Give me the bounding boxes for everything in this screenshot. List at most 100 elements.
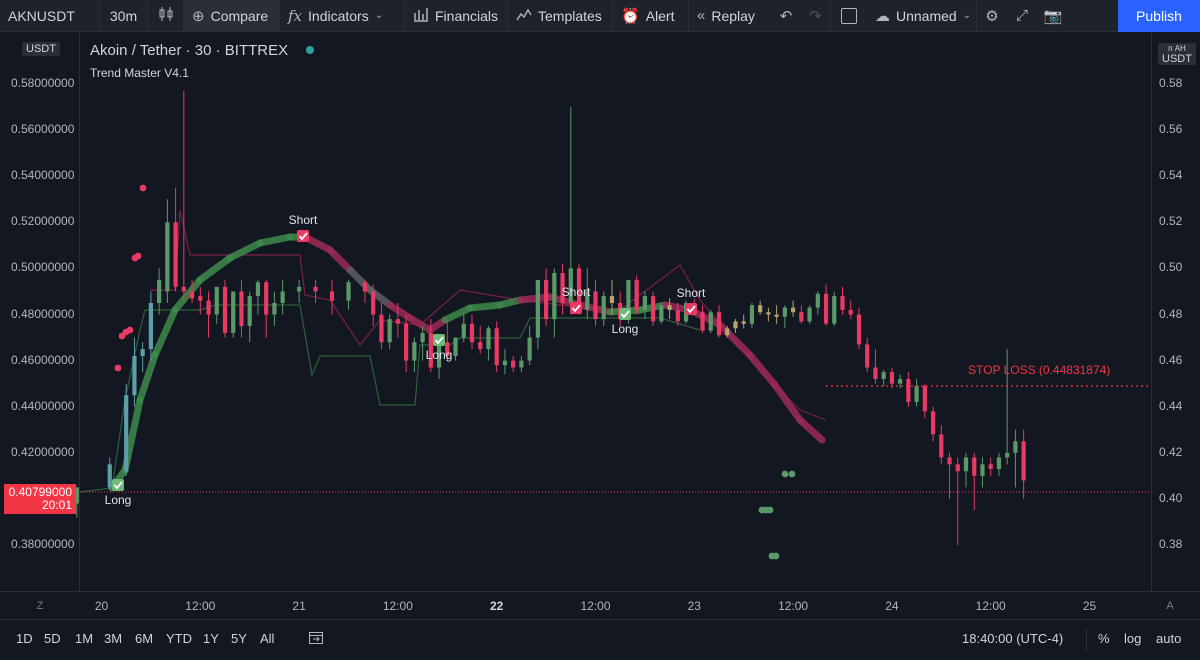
date-range-button[interactable]: [308, 630, 324, 649]
auto-scale-toggle[interactable]: auto: [1156, 631, 1182, 646]
candle-body: [519, 360, 524, 368]
right-price-axis[interactable]: ᴨ AH USDT 0.58 0.56 0.54 0.52 0.50 0.48 0.46 0.…: [1151, 33, 1200, 591]
candle-body: [297, 286, 302, 292]
left-axis-label: 0.46000000: [11, 352, 75, 367]
range-button-5d[interactable]: 5D: [44, 631, 61, 646]
candle-body: [922, 385, 927, 412]
range-button-all[interactable]: All: [260, 631, 275, 646]
right-axis-label: 0.52: [1159, 214, 1183, 229]
range-button-5y[interactable]: 5Y: [231, 631, 247, 646]
indicator-legend[interactable]: Trend Master V4.1: [90, 66, 189, 80]
candle-body: [865, 344, 870, 368]
left-axis-label: 0.58000000: [11, 76, 75, 90]
candle-body: [445, 342, 450, 356]
signal-label: Long: [426, 348, 453, 362]
left-axis-label: 0.54000000: [11, 168, 75, 183]
trend-curve-segment: [136, 351, 159, 404]
range-button-ytd[interactable]: YTD: [166, 631, 192, 646]
symbol-search[interactable]: AKNUSDT: [0, 0, 100, 32]
market-status-dot: [306, 46, 314, 54]
candle-body: [420, 332, 425, 343]
fullscreen-box-button[interactable]: [831, 0, 867, 32]
chevron-down-icon: ⌄: [374, 10, 384, 21]
signal-badge: [112, 479, 124, 491]
settings-button[interactable]: ⚙: [977, 0, 1007, 32]
function-icon: fx: [288, 6, 303, 25]
candle-body: [239, 291, 244, 327]
percent-scale-toggle[interactable]: %: [1098, 631, 1110, 646]
symbol-legend-title[interactable]: Akoin / Tether · 30 · BITTREX: [90, 42, 289, 59]
candle-body: [461, 323, 466, 338]
range-button-6m[interactable]: 6M: [135, 631, 154, 646]
candle-body: [404, 323, 409, 361]
signal-label: Long: [612, 322, 639, 336]
layout-menu[interactable]: ☁ Unnamed ⌄: [867, 0, 977, 32]
candle-body: [659, 305, 664, 322]
candle-body: [568, 268, 573, 303]
compare-button[interactable]: ⊕ Compare: [184, 0, 280, 32]
candle-body: [1005, 452, 1010, 458]
alert-button[interactable]: ⏰ Alert: [613, 0, 689, 32]
signal-badge: [297, 230, 309, 242]
candle-body: [856, 314, 862, 345]
candle-body: [733, 321, 738, 329]
current-price-tag: 0.40799000 20:01: [4, 484, 76, 514]
financials-button[interactable]: Financials: [405, 0, 508, 32]
candle-body: [502, 360, 508, 366]
time-axis-label: 12:00: [778, 599, 809, 613]
candle-body: [387, 319, 392, 343]
alarm-clock-icon: ⏰: [621, 7, 640, 25]
time-axis-label: 20: [94, 599, 109, 613]
snapshot-button[interactable]: 📷: [1037, 0, 1069, 32]
clock-timezone[interactable]: 18:40:00 (UTC-4): [962, 631, 1064, 646]
currency-badge-right[interactable]: ᴨ AH USDT: [1158, 43, 1196, 65]
time-axis[interactable]: Z 20 12:00 21 12:00 22 12:00 23 12:00 24 12:00 25 …: [0, 591, 1200, 619]
candle-body: [173, 222, 178, 287]
range-button-1m[interactable]: 1M: [75, 631, 94, 646]
trend-curve-segment: [716, 321, 754, 359]
chart-type-button[interactable]: [148, 0, 184, 32]
fullscreen-button[interactable]: ⤢: [1007, 0, 1037, 32]
compare-label: Compare: [210, 7, 269, 24]
candle-body: [988, 464, 993, 469]
candle-body: [214, 286, 219, 315]
candle-body: [823, 293, 829, 324]
right-axis-label: 0.54: [1159, 168, 1183, 183]
redo-button[interactable]: ↷: [801, 0, 831, 32]
auto-scale-button[interactable]: A: [1166, 600, 1174, 612]
candle-body: [189, 291, 195, 299]
signal-dot: [781, 470, 789, 478]
undo-button[interactable]: ↶: [771, 0, 801, 32]
currency-badge-left[interactable]: USDT: [22, 42, 60, 56]
templates-button[interactable]: Templates: [508, 0, 613, 32]
undo-icon: ↶: [779, 7, 793, 25]
replay-button[interactable]: « Replay: [689, 0, 771, 32]
top-toolbar: AKNUSDT 30m ⊕ Compare fx Indicators ⌄ Fi…: [0, 0, 1200, 32]
candle-body: [395, 319, 400, 324]
range-button-3m[interactable]: 3M: [104, 631, 123, 646]
candle-body: [642, 296, 647, 310]
candle-body: [774, 314, 779, 317]
interval-selector[interactable]: 30m: [100, 0, 148, 32]
trend-curve-segment: [746, 351, 779, 389]
bottom-toolbar: 1D 5D 1M 3M 6M YTD 1Y 5Y All 18:40:00 (UTC-4) % …: [0, 619, 1200, 660]
zoom-reset-button[interactable]: Z: [36, 600, 44, 612]
support-step-line: [79, 304, 701, 493]
right-axis-label: 0.44: [1159, 398, 1183, 413]
left-price-axis[interactable]: USDT 0.58000000 0.56000000 0.54000000 0.520…: [0, 33, 80, 591]
candle-body: [889, 372, 894, 384]
candle-body: [601, 296, 606, 320]
price-chart[interactable]: Long Short Long Short Long Short: [0, 33, 1152, 591]
candle-body: [947, 457, 952, 465]
candle-body: [626, 279, 631, 320]
log-scale-toggle[interactable]: log: [1124, 631, 1142, 646]
range-button-1y[interactable]: 1Y: [203, 631, 219, 646]
currency-badge-right-top: ᴨ AH: [1168, 44, 1186, 53]
range-button-1d[interactable]: 1D: [16, 631, 33, 646]
candle-body: [181, 286, 186, 292]
candle-body: [585, 291, 590, 310]
current-price-value: 0.40799000: [8, 485, 72, 499]
publish-button[interactable]: Publish: [1118, 0, 1200, 32]
indicators-button[interactable]: fx Indicators ⌄: [280, 0, 405, 32]
right-axis-label: 0.50: [1159, 260, 1183, 275]
